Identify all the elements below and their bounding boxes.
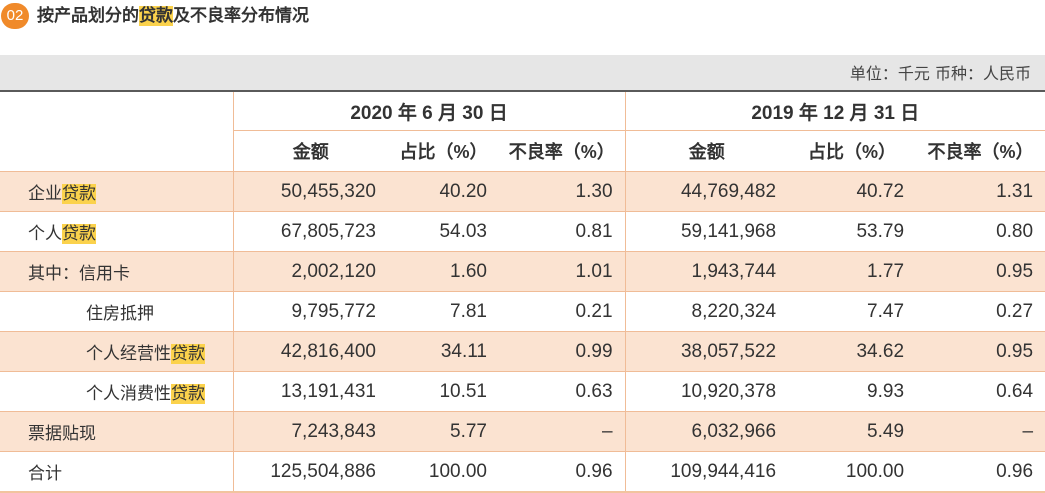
cell-share-2020: 34.11 — [388, 331, 499, 372]
header-label-cell — [0, 130, 233, 172]
title-highlight: 贷款 — [139, 6, 173, 26]
cell-amount-2020: 2,002,120 — [232, 251, 388, 292]
period-2020-header: 2020 年 6 月 30 日 — [232, 90, 626, 131]
cell-npl-2020: 1.01 — [499, 251, 626, 292]
cell-npl-2019: 0.64 — [916, 371, 1045, 412]
row-label-highlight: 贷款 — [171, 344, 205, 364]
col-share-2020: 占比（%） — [388, 130, 499, 172]
table-row-corporate-loans: 企业贷款 50,455,320 40.20 1.30 44,769,482 40.72 1.… — [0, 171, 1045, 212]
row-label-text: 个人经营性 — [86, 344, 171, 364]
table-row-total: 合计 125,504,886 100.00 0.96 109,944,416 100.00… — [0, 451, 1045, 493]
section-number-badge: 02 — [1, 3, 29, 29]
row-label-highlight: 贷款 — [171, 384, 205, 404]
cell-amount-2020: 7,243,843 — [232, 411, 388, 452]
cell-amount-2020: 9,795,772 — [232, 291, 388, 332]
row-label-highlight: 贷款 — [62, 224, 96, 244]
table-row-bill-discount: 票据贴现 7,243,843 5.77–6,032,966 5.49– — [0, 411, 1045, 452]
table-row-housing-mortgage: 住房抵押 9,795,772 7.81 0.21 8,220,324 7.47 0.27 — [0, 291, 1045, 332]
cell-npl-2020: 0.21 — [499, 291, 626, 332]
col-amount-2020: 金额 — [232, 130, 388, 172]
row-label: 合计 — [0, 451, 233, 493]
row-label: 住房抵押 — [0, 291, 233, 332]
cell-npl-2019: 0.27 — [916, 291, 1045, 332]
header-corner-cell — [0, 90, 233, 131]
cell-amount-2019: 109,944,416 — [624, 451, 789, 493]
cell-share-2019: 9.93 — [788, 371, 917, 412]
cell-share-2019: 34.62 — [788, 331, 917, 372]
title-text-end: 及不良率分布情况 — [173, 6, 309, 26]
row-label: 个人消费性贷款 — [0, 371, 233, 412]
cell-share-2019: 5.49 — [788, 411, 917, 452]
cell-npl-2019: 0.95 — [916, 251, 1045, 292]
row-label-text: 票据贴现 — [28, 424, 96, 444]
cell-share-2020: 1.60 — [388, 251, 499, 292]
cell-npl-2019: 0.96 — [916, 451, 1045, 493]
row-label-text: 个人 — [28, 224, 62, 244]
cell-amount-2019: 10,920,378 — [624, 371, 789, 412]
row-label: 企业贷款 — [0, 171, 233, 212]
cell-amount-2020: 42,816,400 — [232, 331, 388, 372]
table-row-personal-business-loans: 个人经营性贷款 42,816,400 34.11 0.99 38,057,522 34.6… — [0, 331, 1045, 372]
unit-note: 单位：千元 币种：人民币 — [0, 55, 1045, 90]
row-label-text: 其中：信用卡 — [28, 264, 130, 284]
cell-share-2020: 40.20 — [388, 171, 499, 212]
cell-npl-2019: 0.80 — [916, 211, 1045, 252]
section-title: 按产品划分的贷款及不良率分布情况 — [37, 4, 309, 28]
row-label-highlight: 贷款 — [62, 184, 96, 204]
cell-npl-2019: 1.31 — [916, 171, 1045, 212]
cell-npl-2020: 0.81 — [499, 211, 626, 252]
cell-share-2019: 1.77 — [788, 251, 917, 292]
cell-share-2019: 40.72 — [788, 171, 917, 212]
cell-share-2020: 100.00 — [388, 451, 499, 493]
cell-share-2020: 54.03 — [388, 211, 499, 252]
row-label-text: 合计 — [28, 464, 62, 484]
row-label-text: 个人消费性 — [86, 384, 171, 404]
cell-npl-2020: 0.63 — [499, 371, 626, 412]
cell-npl-2020: 0.96 — [499, 451, 626, 493]
cell-amount-2020: 67,805,723 — [232, 211, 388, 252]
table-row-personal-consumer-loans: 个人消费性贷款 13,191,431 10.51 0.63 10,920,378 9.93… — [0, 371, 1045, 412]
cell-share-2020: 7.81 — [388, 291, 499, 332]
cell-npl-2020: 1.30 — [499, 171, 626, 212]
cell-share-2019: 100.00 — [788, 451, 917, 493]
cell-amount-2020: 125,504,886 — [232, 451, 388, 493]
cell-amount-2019: 8,220,324 — [624, 291, 789, 332]
cell-npl-2020: – — [499, 411, 626, 452]
col-share-2019: 占比（%） — [788, 130, 917, 172]
cell-share-2020: 10.51 — [388, 371, 499, 412]
table-row-credit-card: 其中：信用卡 2,002,120 1.60 1.01 1,943,744 1.77 0.95 — [0, 251, 1045, 292]
title-text-start: 按产品划分的 — [37, 6, 139, 26]
row-label: 个人贷款 — [0, 211, 233, 252]
cell-npl-2019: – — [916, 411, 1045, 452]
cell-share-2019: 53.79 — [788, 211, 917, 252]
cell-amount-2020: 50,455,320 — [232, 171, 388, 212]
cell-npl-2020: 0.99 — [499, 331, 626, 372]
row-label: 个人经营性贷款 — [0, 331, 233, 372]
cell-amount-2019: 59,141,968 — [624, 211, 789, 252]
period-2019-header: 2019 年 12 月 31 日 — [624, 90, 1045, 131]
col-npl-2019: 不良率（%） — [916, 130, 1045, 172]
row-label: 票据贴现 — [0, 411, 233, 452]
cell-npl-2019: 0.95 — [916, 331, 1045, 372]
cell-share-2019: 7.47 — [788, 291, 917, 332]
table-row-personal-loans: 个人贷款 67,805,723 54.03 0.81 59,141,968 53.79 0.… — [0, 211, 1045, 252]
row-label-text: 企业 — [28, 184, 62, 204]
cell-share-2020: 5.77 — [388, 411, 499, 452]
col-amount-2019: 金额 — [624, 130, 789, 172]
col-npl-2020: 不良率（%） — [499, 130, 626, 172]
section-title-bar: 02 按产品划分的贷款及不良率分布情况 — [0, 0, 1045, 36]
cell-amount-2019: 44,769,482 — [624, 171, 789, 212]
cell-amount-2020: 13,191,431 — [232, 371, 388, 412]
loan-distribution-table: 2020 年 6 月 30 日 2019 年 12 月 31 日 金额 占比（%… — [0, 90, 1045, 493]
row-label: 其中：信用卡 — [0, 251, 233, 292]
period-header-row: 2020 年 6 月 30 日 2019 年 12 月 31 日 — [0, 90, 1045, 131]
cell-amount-2019: 1,943,744 — [624, 251, 789, 292]
cell-amount-2019: 38,057,522 — [624, 331, 789, 372]
cell-amount-2019: 6,032,966 — [624, 411, 789, 452]
row-label-text: 住房抵押 — [86, 304, 154, 324]
column-header-row: 金额 占比（%） 不良率（%） 金额 占比（%） 不良率（%） — [0, 130, 1045, 172]
